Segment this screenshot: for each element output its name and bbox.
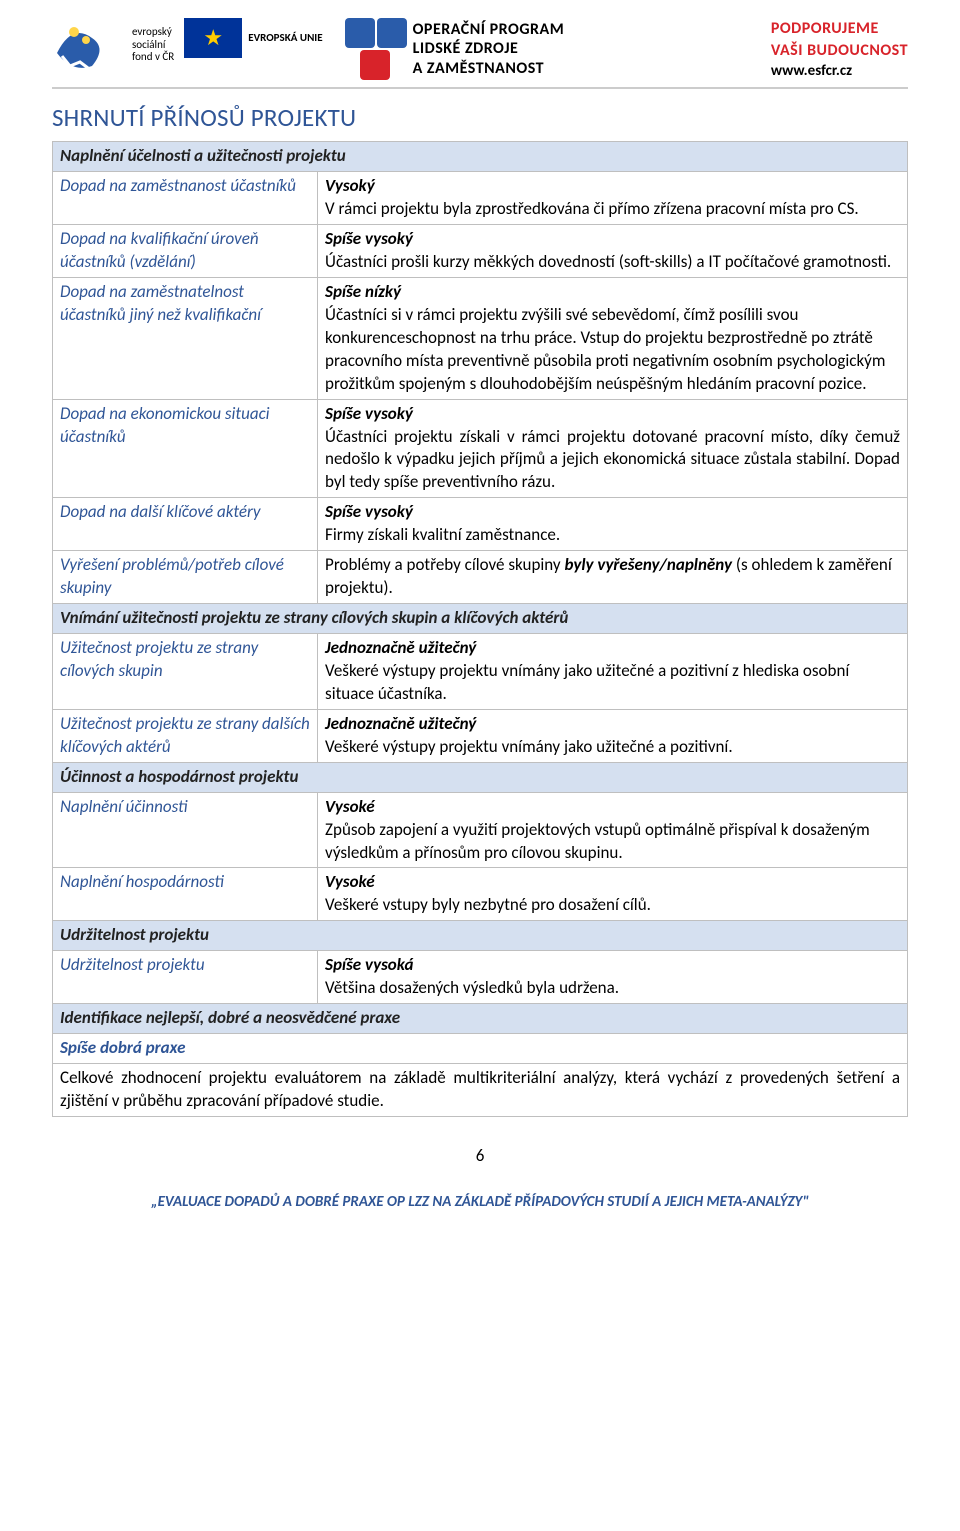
eu-label: EVROPSKÁ UNIE [248, 31, 322, 46]
esf-line1: evropský [132, 26, 174, 39]
row-value: Vysoké Veškeré vstupy byly nezbytné pro … [318, 868, 908, 921]
op-line3: A ZAMĚSTNANOST [413, 59, 565, 78]
page-number: 6 [52, 1145, 908, 1168]
praxe-label: Spíše dobrá praxe [53, 1034, 908, 1064]
summary-table: Naplnění účelnosti a užitečnosti projekt… [52, 141, 908, 1117]
row-label: Naplnění účinnosti [53, 792, 318, 868]
row-label: Vyřešení problémů/potřeb cílové skupiny [53, 551, 318, 604]
section-header: Naplnění účelnosti a užitečnosti projekt… [53, 142, 908, 172]
row-label: Užitečnost projektu ze strany dalších kl… [53, 709, 318, 762]
row-label: Udržitelnost projektu [53, 951, 318, 1004]
page-title: SHRNUTÍ PŘÍNOSŮ PROJEKTU [52, 101, 908, 135]
row-label: Dopad na zaměstnanost účastníků [53, 172, 318, 225]
row-value: Vysoké Způsob zapojení a využití projekt… [318, 792, 908, 868]
row-value: Spíše vysoký Firmy získali kvalitní zamě… [318, 498, 908, 551]
row-value: Jednoznačně užitečný Veškeré výstupy pro… [318, 709, 908, 762]
row-value: Vysoký V rámci projektu byla zprostředko… [318, 172, 908, 225]
row-value: Problémy a potřeby cílové skupiny byly v… [318, 551, 908, 604]
row-label: Dopad na ekonomickou situaci účastníků [53, 399, 318, 498]
section-header: Vnímání užitečnosti projektu ze strany c… [53, 604, 908, 634]
section-header: Účinnost a hospodárnost projektu [53, 762, 908, 792]
podporujeme-block: PODPORUJEME VAŠI BUDOUCNOST www.esfcr.cz [771, 18, 908, 81]
header-logos: evropský sociální fond v ČR ★ EVROPSKÁ U… [52, 18, 908, 89]
podp-line1: PODPORUJEME [771, 18, 908, 40]
footer-banner: „EVALUACE DOPADŮ A DOBRÉ PRAXE OP LZZ NA… [52, 1184, 908, 1216]
op-line1: OPERAČNÍ PROGRAM [413, 20, 565, 39]
esf-line3: fond v ČR [132, 51, 174, 64]
eu-logo: ★ EVROPSKÁ UNIE [184, 18, 322, 58]
row-label: Dopad na kvalifikační úroveň účastníků (… [53, 225, 318, 278]
row-value: Spíše vysoký Účastníci prošli kurzy měkk… [318, 225, 908, 278]
section-header: Udržitelnost projektu [53, 921, 908, 951]
section-header: Identifikace nejlepší, dobré a neosvědče… [53, 1004, 908, 1034]
esf-logo: evropský sociální fond v ČR [52, 18, 174, 72]
row-label: Užitečnost projektu ze strany cílových s… [53, 634, 318, 710]
row-value: Spíše vysoká Většina dosažených výsledků… [318, 951, 908, 1004]
row-label: Dopad na další klíčové aktéry [53, 498, 318, 551]
esfcr-url: www.esfcr.cz [771, 61, 908, 81]
podp-line2: VAŠI BUDOUCNOST [771, 40, 908, 62]
row-value: Jednoznačně užitečný Veškeré výstupy pro… [318, 634, 908, 710]
row-label: Dopad na zaměstnatelnost účastníků jiný … [53, 277, 318, 399]
row-value: Spíše vysoký Účastníci projektu získali … [318, 399, 908, 498]
row-label: Naplnění hospodárnosti [53, 868, 318, 921]
op-line2: LIDSKÉ ZDROJE [413, 39, 565, 58]
row-value: Spíše nízký Účastníci si v rámci projekt… [318, 277, 908, 399]
evaluation-text: Celkové zhodnocení projektu evaluátorem … [53, 1064, 908, 1117]
op-logo: OPERAČNÍ PROGRAM LIDSKÉ ZDROJE A ZAMĚSTN… [345, 18, 565, 80]
